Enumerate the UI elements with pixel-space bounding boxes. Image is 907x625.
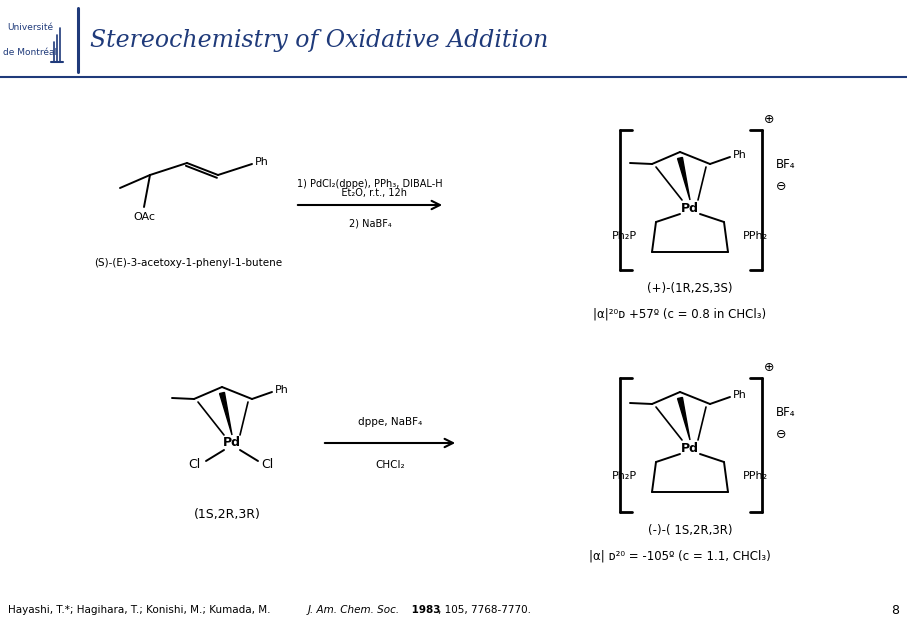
Text: Pd: Pd — [223, 436, 241, 449]
Text: Hayashi, T.*; Hagihara, T.; Konishi, M.; Kumada, M.: Hayashi, T.*; Hagihara, T.; Konishi, M.;… — [8, 605, 274, 615]
Text: PPh₂: PPh₂ — [743, 231, 768, 241]
Text: BF₄: BF₄ — [776, 406, 795, 419]
Text: (1S,2R,3R): (1S,2R,3R) — [193, 508, 260, 521]
Text: Cl: Cl — [261, 459, 273, 471]
Text: Pd: Pd — [681, 201, 699, 214]
Text: OAc: OAc — [133, 212, 155, 222]
Polygon shape — [678, 398, 690, 440]
Text: (-)-( 1S,2R,3R): (-)-( 1S,2R,3R) — [648, 524, 732, 537]
Text: Ph: Ph — [733, 390, 746, 400]
Text: PPh₂: PPh₂ — [743, 471, 768, 481]
Text: dppe, NaBF₄: dppe, NaBF₄ — [358, 417, 422, 427]
Text: Ph: Ph — [733, 150, 746, 160]
Text: Ph₂P: Ph₂P — [612, 231, 637, 241]
Text: Université: Université — [7, 23, 54, 32]
Text: |α|²⁰ᴅ +57º (c = 0.8 in CHCl₃): |α|²⁰ᴅ +57º (c = 0.8 in CHCl₃) — [593, 308, 766, 321]
Text: Ph: Ph — [255, 157, 268, 167]
Text: CHCl₂: CHCl₂ — [375, 460, 405, 470]
Text: (+)-(1R,2S,3S): (+)-(1R,2S,3S) — [648, 282, 733, 295]
Text: , 105, 7768-7770.: , 105, 7768-7770. — [438, 605, 531, 615]
Text: |α| ᴅ²⁰ = -105º (c = 1.1, CHCl₃): |α| ᴅ²⁰ = -105º (c = 1.1, CHCl₃) — [590, 550, 771, 563]
Text: ⊕: ⊕ — [764, 361, 775, 374]
Text: Ph: Ph — [275, 385, 288, 395]
Text: ⊖: ⊖ — [776, 428, 786, 441]
Text: ⊖: ⊖ — [776, 179, 786, 192]
Text: J. Am. Chem. Soc.: J. Am. Chem. Soc. — [308, 605, 400, 615]
Text: BF₄: BF₄ — [776, 159, 795, 171]
Text: de Montréal: de Montréal — [3, 48, 57, 57]
Text: ⊕: ⊕ — [764, 113, 775, 126]
Text: Stereochemistry of Oxidative Addition: Stereochemistry of Oxidative Addition — [90, 29, 549, 51]
Text: 2) NaBF₄: 2) NaBF₄ — [348, 218, 392, 228]
Text: (S)-(E)-3-acetoxy-1-phenyl-1-butene: (S)-(E)-3-acetoxy-1-phenyl-1-butene — [94, 258, 282, 268]
Text: Et₂O, r.t., 12h: Et₂O, r.t., 12h — [333, 188, 407, 198]
Text: Cl: Cl — [188, 459, 200, 471]
Text: 1) PdCl₂(dppe), PPh₃, DIBAL-H: 1) PdCl₂(dppe), PPh₃, DIBAL-H — [297, 179, 443, 189]
Text: Ph₂P: Ph₂P — [612, 471, 637, 481]
Text: 8: 8 — [891, 604, 899, 616]
Polygon shape — [219, 392, 232, 435]
Text: Pd: Pd — [681, 441, 699, 454]
Polygon shape — [678, 158, 690, 200]
Text: 1983: 1983 — [408, 605, 441, 615]
